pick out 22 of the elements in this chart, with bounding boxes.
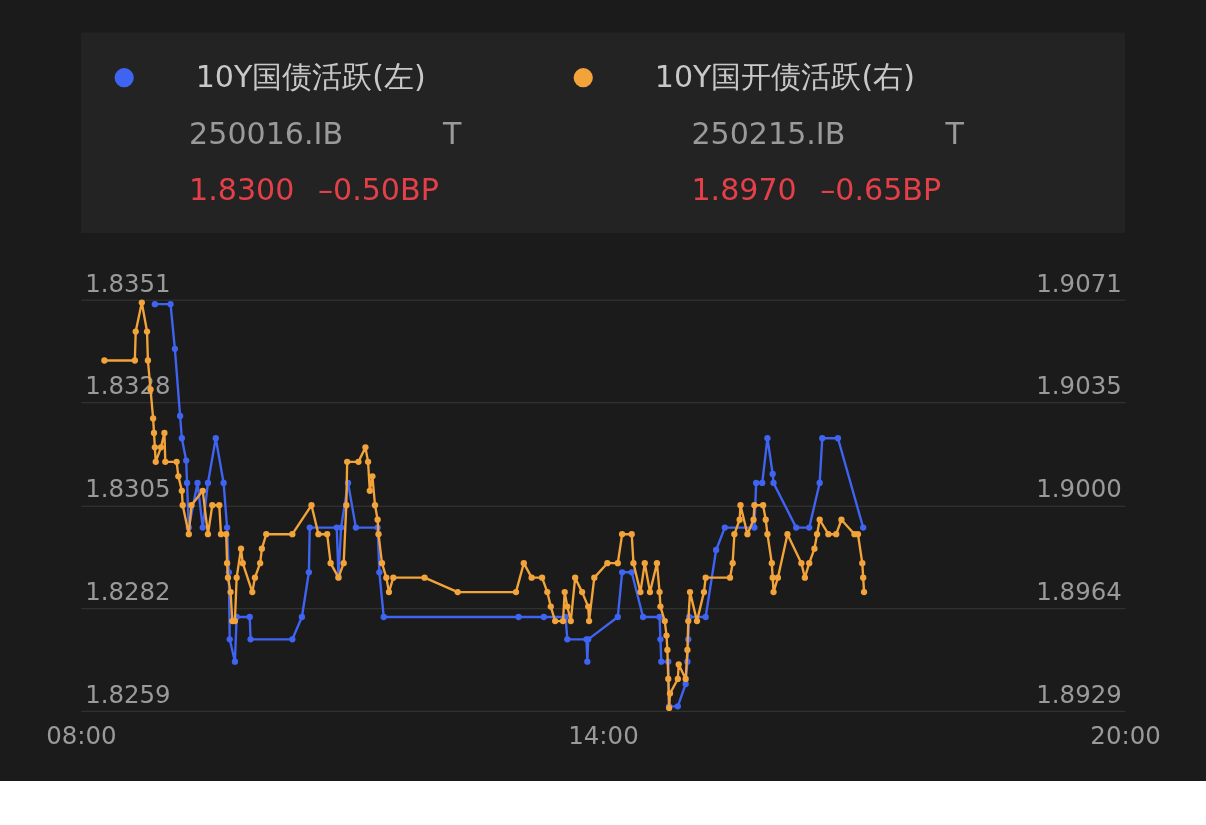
x-tick-label: 08:00 [46,721,117,751]
legend-label: 10Y国债活跃(左) [195,59,426,95]
y2-tick-label: 1.9071 [1036,268,1122,298]
y2-tick-label: 1.8929 [1036,679,1122,709]
x-tick-label: 20:00 [1090,721,1161,751]
text: T [442,115,463,151]
y2-tick-label: 1.9035 [1036,371,1122,401]
text: 250016.IB [189,115,344,151]
text: –0.50BP [317,172,439,207]
y2-tick-label: 1.9000 [1036,474,1122,504]
y2-tick-label: 1.8964 [1036,577,1122,607]
y-tick-label: 1.8282 [85,577,171,607]
text: T [944,115,965,151]
y-tick-label: 1.8259 [85,679,171,709]
y-tick-label: 1.8305 [85,474,171,504]
text: –0.65BP [820,172,942,207]
legend-label: 10Y国开债活跃(右) [654,59,915,95]
text: 1.8300 [189,172,295,207]
text: 250215.IB [691,115,846,151]
y-tick-label: 1.8351 [85,268,171,298]
text: 1.8970 [691,172,797,207]
x-tick-label: 14:00 [568,721,639,751]
